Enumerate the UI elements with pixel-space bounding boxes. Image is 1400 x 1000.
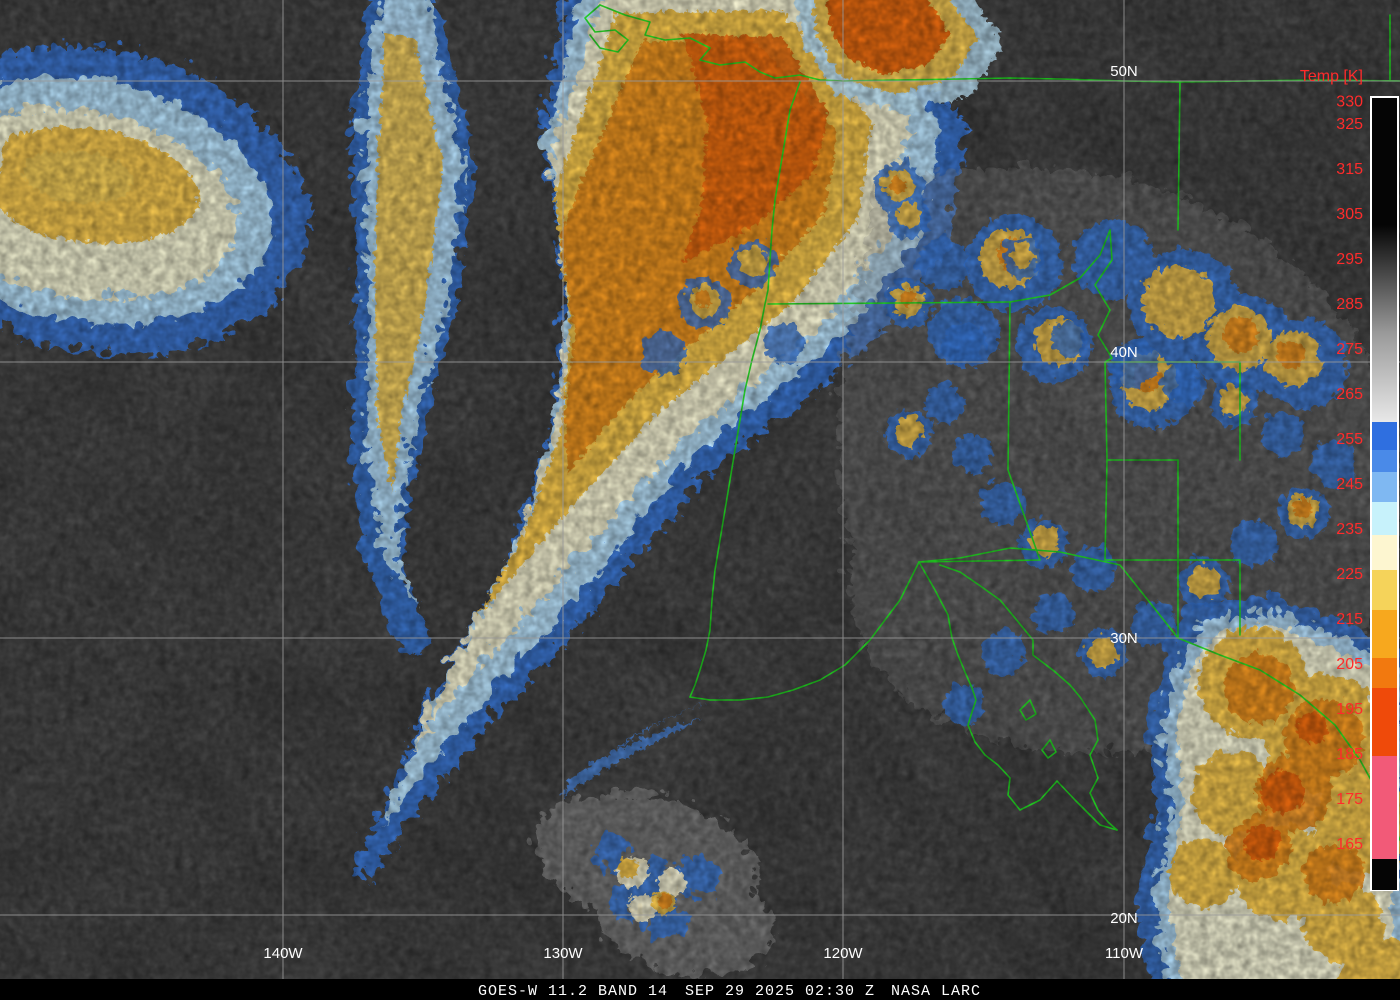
- svg-text:215: 215: [1336, 611, 1363, 628]
- svg-text:285: 285: [1336, 296, 1363, 313]
- svg-text:275: 275: [1336, 341, 1363, 358]
- svg-text:165: 165: [1336, 836, 1363, 853]
- svg-text:NASA LARC: NASA LARC: [891, 983, 981, 1000]
- svg-text:SEP 29 2025 02:30 Z: SEP 29 2025 02:30 Z: [685, 983, 875, 1000]
- svg-text:245: 245: [1336, 476, 1363, 493]
- svg-text:295: 295: [1336, 251, 1363, 268]
- svg-text:20N: 20N: [1110, 910, 1138, 927]
- svg-text:255: 255: [1336, 431, 1363, 448]
- svg-text:325: 325: [1336, 116, 1363, 133]
- svg-text:50N: 50N: [1110, 63, 1138, 80]
- svg-text:305: 305: [1336, 206, 1363, 223]
- svg-text:130W: 130W: [543, 945, 583, 962]
- svg-text:185: 185: [1336, 746, 1363, 763]
- svg-text:205: 205: [1336, 656, 1363, 673]
- svg-text:315: 315: [1336, 161, 1363, 178]
- svg-text:140W: 140W: [263, 945, 303, 962]
- svg-text:195: 195: [1336, 701, 1363, 718]
- svg-text:175: 175: [1336, 791, 1363, 808]
- svg-text:225: 225: [1336, 566, 1363, 583]
- svg-text:30N: 30N: [1110, 630, 1138, 647]
- svg-text:265: 265: [1336, 386, 1363, 403]
- svg-text:330: 330: [1336, 94, 1363, 111]
- svg-text:120W: 120W: [823, 945, 863, 962]
- svg-text:235: 235: [1336, 521, 1363, 538]
- svg-text:40N: 40N: [1110, 344, 1138, 361]
- svg-text:Temp [K]: Temp [K]: [1300, 68, 1363, 85]
- svg-text:GOES-W 11.2 BAND 14: GOES-W 11.2 BAND 14: [478, 983, 668, 1000]
- svg-text:110W: 110W: [1105, 945, 1144, 962]
